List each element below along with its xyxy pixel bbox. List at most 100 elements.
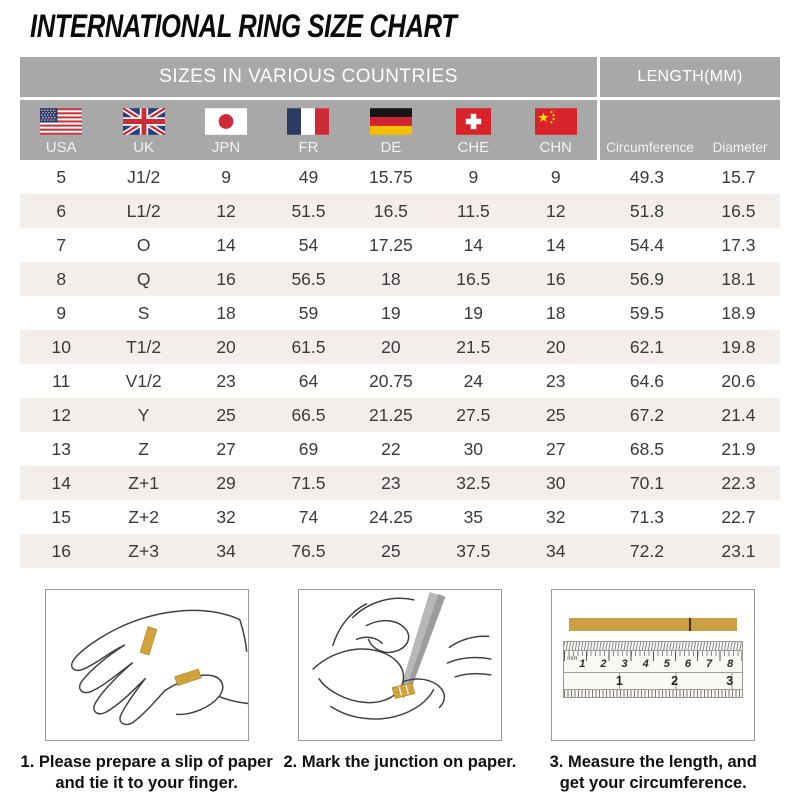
- uk-flag-icon: [122, 108, 165, 135]
- table-cell: 9: [468, 166, 479, 187]
- table-cell: 22: [381, 438, 401, 459]
- flag-cell-chn: CHN: [515, 100, 597, 160]
- ruler-inch-number: 1: [615, 674, 623, 688]
- flag-label: UK: [133, 139, 155, 156]
- ruler-mm-number: 8: [727, 658, 734, 670]
- table-cell: Z+2: [128, 506, 159, 527]
- table-cell: 18: [546, 302, 566, 323]
- table-cell: 16: [51, 540, 71, 561]
- ruler-bottom-hatch: [564, 689, 743, 697]
- flag-label: CHN: [539, 139, 572, 156]
- table-cell: 59.5: [629, 302, 664, 323]
- table-cell: 9: [56, 302, 67, 323]
- flag-cell-jpn: JPN: [185, 100, 267, 160]
- mark-junction-illustration: [297, 589, 502, 741]
- paper-strip: [569, 618, 738, 631]
- table-body: 5 J1/2 9 49 15.75 9 9 49.3 15.7 6 L1/2 12 51.5 16.5 11…: [20, 160, 780, 568]
- table-cell: 37.5: [456, 540, 491, 561]
- ruler-mm-number: 5: [663, 658, 670, 670]
- table-cell: 61.5: [291, 336, 326, 357]
- ruler-mm-number: 6: [684, 658, 691, 670]
- table-row: 12 Y 25 66.5 21.25 27.5 25 67.2 21.4: [20, 398, 780, 432]
- ruler-mm-number: 4: [642, 658, 649, 670]
- table-row: 13 Z 27 69 22 30 27 68.5 21.9: [20, 432, 780, 466]
- table-cell: 23.1: [721, 540, 756, 561]
- table-cell: 8: [56, 268, 67, 289]
- table-cell: 27: [546, 438, 566, 459]
- france-flag-icon: [287, 108, 330, 135]
- table-cell: 18: [216, 302, 236, 323]
- table-cell: O: [136, 234, 151, 255]
- table-cell: 21.5: [456, 336, 491, 357]
- table-cell: 22.7: [721, 506, 756, 527]
- table-cell: 71.3: [629, 506, 664, 527]
- table-cell: Y: [137, 404, 150, 425]
- table-cell: 29: [216, 472, 236, 493]
- table-cell: 11.5: [456, 200, 490, 221]
- table-cell: Q: [136, 268, 151, 289]
- ruler-inch-numbers: 1 2 3: [564, 672, 743, 689]
- table-cell: 64: [298, 370, 319, 391]
- table-row: 11 V1/2 23 64 20.75 24 23 64.6 20.6: [20, 364, 780, 398]
- table-cell: 49.3: [629, 166, 664, 187]
- table-cell: 5: [56, 166, 67, 187]
- header-divider: [597, 57, 600, 97]
- flag-cell-uk: UK: [102, 100, 184, 160]
- table-cell: 12: [546, 200, 566, 221]
- table-cell: 14: [216, 234, 236, 255]
- hand-with-paper-strip-illustration: [44, 589, 249, 741]
- ruler-mm-number: 1: [579, 658, 586, 670]
- table-cell: 15.75: [369, 166, 413, 187]
- table-cell: 19: [381, 302, 401, 323]
- table-cell: 20: [546, 336, 566, 357]
- table-cell: 6: [56, 200, 67, 221]
- step-caption: 3. Measure the length, and get your circu…: [549, 753, 757, 792]
- table-cell: Z+1: [128, 472, 159, 493]
- flag-label: FR: [298, 139, 319, 156]
- ruler-mm-numbers: 1 2 3 4 5 6 7 8: [564, 658, 742, 670]
- table-row: 7 O 14 54 17.25 14 14 54.4 17.3: [20, 228, 780, 262]
- table-cell: 49: [298, 166, 319, 187]
- table-cell: 56.5: [291, 268, 326, 289]
- table-cell: 23: [546, 370, 566, 391]
- table-cell: 24: [463, 370, 484, 391]
- table-row: 6 L1/2 12 51.5 16.5 11.5 12 51.8 16.5: [20, 194, 780, 228]
- table-column-header: USA UK JPN FR DE CHE CHN Circumference Diameter: [20, 100, 780, 160]
- page-title: INTERNATIONAL RING SIZE CHART: [30, 8, 457, 44]
- table-cell: V1/2: [125, 370, 162, 391]
- germany-flag-icon: [369, 108, 412, 135]
- table-cell: L1/2: [126, 200, 161, 221]
- table-cell: T1/2: [126, 336, 162, 357]
- group-header-length: LENGTH(MM): [600, 57, 780, 97]
- flag-row: USA UK JPN FR DE CHE CHN: [20, 100, 597, 160]
- table-cell: 35: [463, 506, 484, 527]
- table-cell: 66.5: [291, 404, 326, 425]
- table-cell: 62.1: [629, 336, 664, 357]
- table-cell: 30: [546, 472, 566, 493]
- table-cell: 21.4: [721, 404, 756, 425]
- table-row: 15 Z+2 32 74 24.25 35 32 71.3 22.7: [20, 500, 780, 534]
- table-cell: 16.5: [456, 268, 491, 289]
- ruler-inch-number: 3: [726, 674, 734, 688]
- ruler-mm-number: 7: [705, 658, 713, 670]
- table-cell: 11: [52, 370, 71, 391]
- diameter-header: Diameter: [712, 139, 768, 155]
- table-cell: 34: [546, 540, 566, 561]
- table-cell: 23: [216, 370, 236, 391]
- table-cell: 21.25: [369, 404, 413, 425]
- table-cell: 17.3: [721, 234, 756, 255]
- table-cell: 67.2: [629, 404, 664, 425]
- china-flag-icon: [534, 108, 577, 135]
- table-cell: 15.7: [721, 166, 756, 187]
- table-cell: 70.1: [629, 472, 664, 493]
- table-cell: 25: [546, 404, 566, 425]
- table-cell: 10: [51, 336, 71, 357]
- table-cell: 32: [216, 506, 236, 527]
- table-row: 5 J1/2 9 49 15.75 9 9 49.3 15.7: [20, 160, 780, 194]
- table-cell: 69: [298, 438, 319, 459]
- table-cell: 19: [463, 302, 484, 323]
- circumference-header: Circumference: [606, 139, 694, 155]
- table-cell: 14: [51, 472, 71, 493]
- instruction-steps: 1. Please prepare a slip of paper and tie…: [20, 589, 780, 793]
